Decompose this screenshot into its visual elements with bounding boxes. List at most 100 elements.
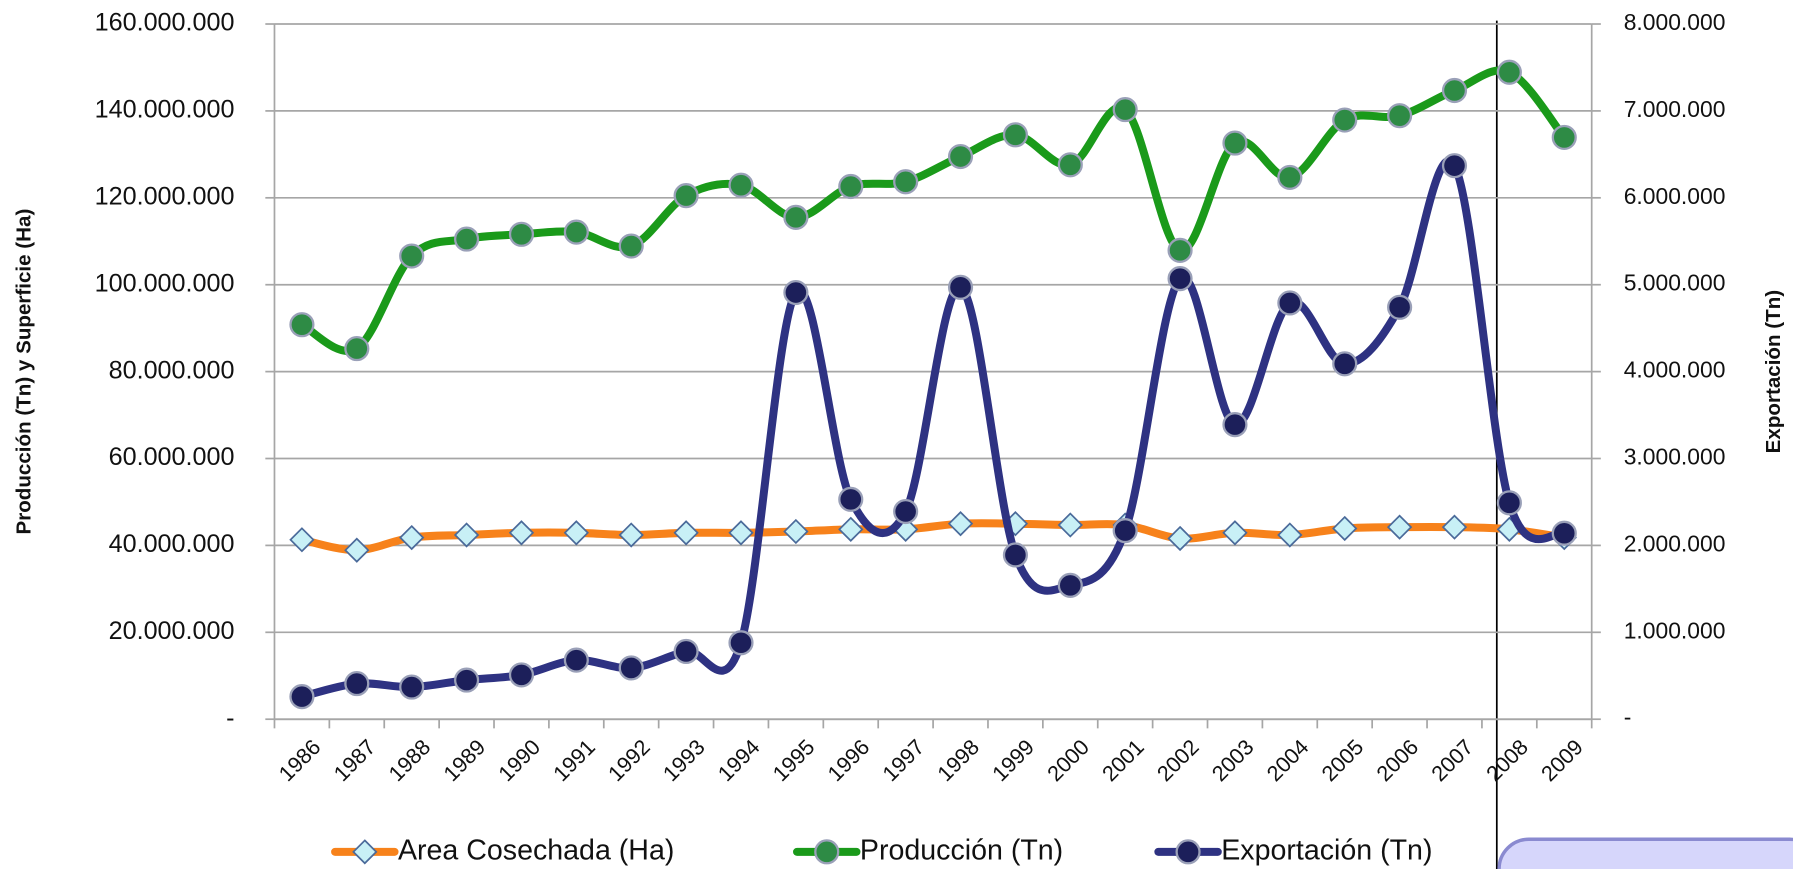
data-point [728, 520, 754, 546]
x-tick-label: 2002 [1152, 734, 1204, 786]
data-point [1387, 103, 1413, 129]
legend-marker [1175, 839, 1201, 865]
x-tick-label: 1999 [987, 734, 1039, 786]
x-tick-label: 1991 [548, 734, 600, 786]
data-point [1112, 518, 1138, 544]
y-tick-label: 100.000.000 [95, 269, 235, 297]
x-tick-label: 2001 [1097, 734, 1149, 786]
series-line [297, 66, 1569, 355]
data-point [508, 662, 535, 688]
data-point [453, 522, 480, 548]
y-tick-label: 80.000.000 [109, 356, 235, 384]
legend-label: Exportación (Tn) [1221, 834, 1432, 866]
data-point [1222, 130, 1248, 156]
data-point [618, 655, 644, 681]
data-point [453, 226, 480, 252]
x-tick-label: 1996 [823, 734, 875, 786]
data-point [783, 279, 809, 306]
data-point [728, 630, 754, 656]
x-tick-label: 1998 [932, 734, 984, 786]
data-point [1002, 542, 1028, 568]
data-point [1332, 351, 1358, 377]
data-point [783, 518, 809, 545]
data-point [1332, 107, 1358, 133]
y2-tick-label: 1.000.000 [1624, 617, 1726, 643]
corner-panel [1497, 837, 1793, 869]
data-point [1496, 490, 1522, 516]
y2-tick-label: 3.000.000 [1624, 444, 1726, 470]
x-tick-label: 1988 [383, 734, 435, 786]
data-point [289, 684, 315, 710]
x-tick-label: 1989 [438, 734, 490, 786]
x-tick-label: 2004 [1262, 734, 1314, 786]
data-point [1277, 290, 1303, 316]
data-point [344, 336, 370, 362]
data-point [344, 537, 370, 563]
x-tick-label: 1990 [493, 734, 545, 786]
data-point [783, 204, 809, 230]
data-point [289, 527, 315, 553]
data-point [1167, 237, 1193, 263]
data-point [453, 667, 480, 693]
data-point [1386, 514, 1413, 540]
data-point [399, 524, 425, 551]
data-point [1441, 77, 1468, 104]
data-point [618, 522, 644, 548]
x-tick-label: 1994 [713, 734, 765, 786]
legend-marker [352, 839, 378, 865]
data-point [728, 172, 754, 198]
series-line [297, 157, 1569, 701]
x-tick-label: 1986 [274, 734, 326, 786]
data-point [508, 221, 535, 247]
data-point [1112, 97, 1138, 123]
x-tick-label: 2005 [1316, 734, 1368, 786]
data-point [508, 520, 535, 546]
data-point [399, 243, 425, 269]
data-point [563, 219, 589, 245]
data-point [1057, 512, 1083, 538]
data-point [1222, 412, 1248, 438]
y-tick-label: 20.000.000 [109, 617, 235, 645]
x-tick-label: 2000 [1042, 734, 1094, 786]
y2-tick-label: 8.000.000 [1624, 9, 1726, 35]
data-point [1441, 153, 1468, 179]
x-tick-label: 1993 [658, 734, 710, 786]
data-point [947, 511, 974, 537]
data-point [947, 143, 974, 170]
data-point [1441, 514, 1468, 540]
x-tick-label: 2009 [1536, 734, 1588, 786]
data-point [1332, 515, 1358, 542]
y2-tick-label: 5.000.000 [1624, 270, 1726, 296]
data-point [289, 312, 315, 338]
data-point [673, 183, 699, 209]
y2-tick-label: - [1624, 704, 1632, 730]
data-point [893, 498, 919, 525]
y2-tick-label: 7.000.000 [1624, 96, 1726, 122]
data-point [1167, 525, 1193, 552]
y2-tick-label: 2.000.000 [1624, 530, 1726, 556]
data-point [1551, 520, 1577, 546]
y-tick-label: 140.000.000 [95, 96, 235, 124]
data-point [1277, 522, 1303, 548]
y-tick-label: - [226, 704, 234, 732]
data-point [838, 516, 864, 542]
data-point [563, 520, 589, 546]
legend-label: Area Cosechada (Ha) [398, 834, 674, 866]
data-point [563, 647, 589, 673]
data-point [399, 674, 425, 700]
data-point [1551, 124, 1577, 150]
data-point [1002, 122, 1028, 148]
data-point [1277, 164, 1303, 190]
x-tick-label: 2006 [1371, 734, 1423, 786]
data-point [1057, 572, 1083, 598]
x-tick-label: 1997 [877, 734, 929, 786]
legend-label: Producción (Tn) [860, 834, 1063, 866]
y-tick-label: 120.000.000 [95, 182, 235, 210]
legend-marker [814, 839, 840, 865]
data-point [838, 173, 864, 200]
x-tick-label: 2008 [1481, 734, 1533, 786]
data-point [1167, 266, 1193, 292]
data-point [893, 169, 919, 195]
y-tick-label: 40.000.000 [109, 530, 235, 558]
data-point [838, 486, 864, 512]
